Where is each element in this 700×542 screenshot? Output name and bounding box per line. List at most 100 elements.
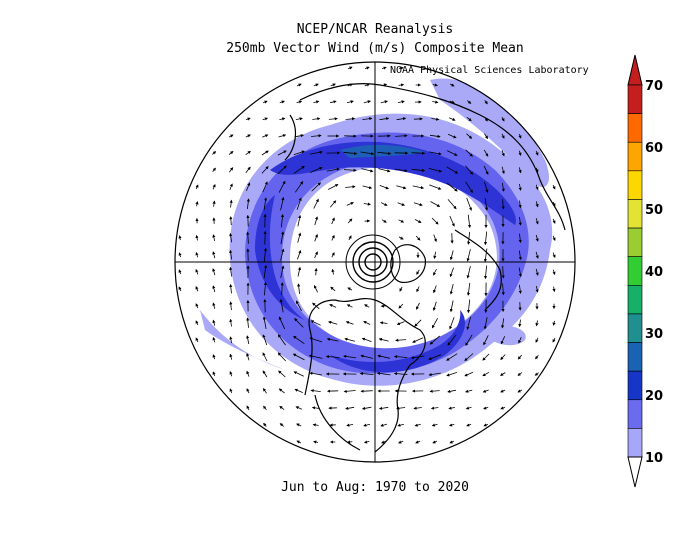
north-america-coast bbox=[304, 297, 426, 453]
wind-vector bbox=[518, 233, 522, 244]
colorbar-bottom-arrow bbox=[627, 456, 643, 488]
wind-vector bbox=[195, 234, 199, 241]
wind-vector bbox=[466, 423, 472, 427]
wind-vector bbox=[246, 352, 250, 361]
wind-vector bbox=[501, 199, 505, 210]
wind-vector bbox=[431, 423, 438, 427]
wind-vector bbox=[360, 151, 375, 156]
wind-vector bbox=[229, 266, 233, 277]
wind-vector bbox=[294, 318, 304, 328]
wind-vector bbox=[410, 355, 425, 360]
europe-coast bbox=[454, 229, 502, 311]
wind-vector bbox=[345, 117, 356, 121]
wind-vector bbox=[297, 283, 301, 294]
wind-vector bbox=[279, 117, 286, 121]
wind-vector bbox=[429, 389, 440, 393]
wind-vector bbox=[261, 166, 269, 174]
wind-vector bbox=[518, 150, 522, 156]
wind-vector bbox=[245, 150, 251, 156]
wind-vector bbox=[465, 389, 473, 393]
wind-vector bbox=[296, 300, 302, 312]
wind-vector bbox=[229, 336, 233, 344]
colorbar-tick-label: 60 bbox=[645, 141, 663, 156]
wind-vector bbox=[343, 168, 357, 172]
wind-vector bbox=[293, 165, 305, 174]
wind-vector bbox=[313, 83, 319, 87]
wind-vector bbox=[359, 372, 374, 376]
wind-vector bbox=[449, 284, 454, 295]
wind-vector bbox=[229, 199, 233, 208]
wind-vector bbox=[277, 352, 286, 362]
wind-vector bbox=[518, 167, 522, 174]
wind-vector bbox=[467, 100, 472, 104]
wind-vector bbox=[212, 302, 216, 309]
wind-vector bbox=[448, 423, 455, 427]
wind-vector bbox=[449, 440, 455, 444]
map-title: NCEP/NCAR Reanalysis bbox=[296, 22, 454, 37]
wind-vector bbox=[412, 337, 424, 343]
wind-vector bbox=[328, 320, 338, 325]
wind-vector bbox=[465, 334, 473, 346]
wind-vector bbox=[362, 117, 373, 121]
wind-vector bbox=[500, 354, 506, 361]
wind-vector bbox=[279, 405, 285, 410]
wind-vector bbox=[535, 218, 539, 225]
wind-vector bbox=[380, 202, 388, 206]
wind-vector bbox=[363, 321, 371, 325]
wind-vector bbox=[431, 117, 440, 121]
wind-vector bbox=[262, 117, 269, 121]
shading-20-25-west bbox=[255, 195, 305, 320]
wind-vector bbox=[398, 219, 405, 223]
wind-vector bbox=[314, 284, 318, 293]
wind-vector bbox=[501, 318, 505, 329]
wind-vector bbox=[294, 181, 304, 193]
wind-vector bbox=[428, 151, 442, 156]
wind-vector bbox=[312, 423, 319, 427]
wind-vector bbox=[279, 298, 284, 313]
wind-vector bbox=[414, 423, 421, 427]
wind-vector bbox=[364, 66, 370, 70]
colorbar-tick-label: 40 bbox=[645, 265, 663, 280]
wind-vector bbox=[394, 355, 408, 359]
wind-vector bbox=[395, 134, 408, 138]
wind-vector bbox=[262, 100, 268, 104]
wind-vector bbox=[413, 406, 422, 410]
date-range-label: Jun to Aug: 1970 to 2020 bbox=[281, 480, 469, 495]
wind-vector bbox=[263, 422, 267, 427]
wind-vector bbox=[278, 134, 287, 138]
wind-vector bbox=[277, 165, 287, 175]
wind-vector bbox=[517, 372, 523, 376]
wind-vector bbox=[500, 336, 506, 345]
wind-vector bbox=[212, 336, 216, 343]
wind-vector bbox=[262, 316, 267, 329]
wind-vector bbox=[279, 100, 285, 104]
wind-vector bbox=[416, 286, 420, 293]
wind-vector bbox=[430, 201, 441, 207]
wind-vector bbox=[313, 440, 319, 444]
wind-vector bbox=[229, 318, 233, 327]
wind-vector bbox=[447, 199, 457, 210]
wind-vector bbox=[178, 252, 182, 258]
wind-vector bbox=[484, 198, 489, 211]
wind-vector bbox=[394, 168, 408, 173]
wind-vector bbox=[343, 354, 357, 359]
wind-vector bbox=[263, 264, 268, 279]
colorbar-swatch bbox=[627, 370, 643, 401]
wind-vector bbox=[446, 150, 458, 156]
wind-vector bbox=[178, 235, 182, 241]
wind-vector bbox=[296, 83, 302, 87]
wind-vector bbox=[277, 150, 287, 156]
wind-vector bbox=[552, 201, 556, 207]
wind-vector bbox=[263, 197, 268, 211]
wind-vector bbox=[331, 234, 335, 241]
wind-vector bbox=[379, 321, 388, 325]
wind-vector bbox=[411, 168, 426, 173]
colorbar-swatch bbox=[627, 428, 643, 458]
wind-vector bbox=[262, 334, 268, 346]
polar-vortex bbox=[345, 234, 401, 290]
wind-vector bbox=[467, 231, 471, 245]
wind-vector bbox=[432, 83, 438, 87]
shading-10-15-east bbox=[480, 325, 526, 346]
colorbar-swatch bbox=[627, 285, 643, 315]
